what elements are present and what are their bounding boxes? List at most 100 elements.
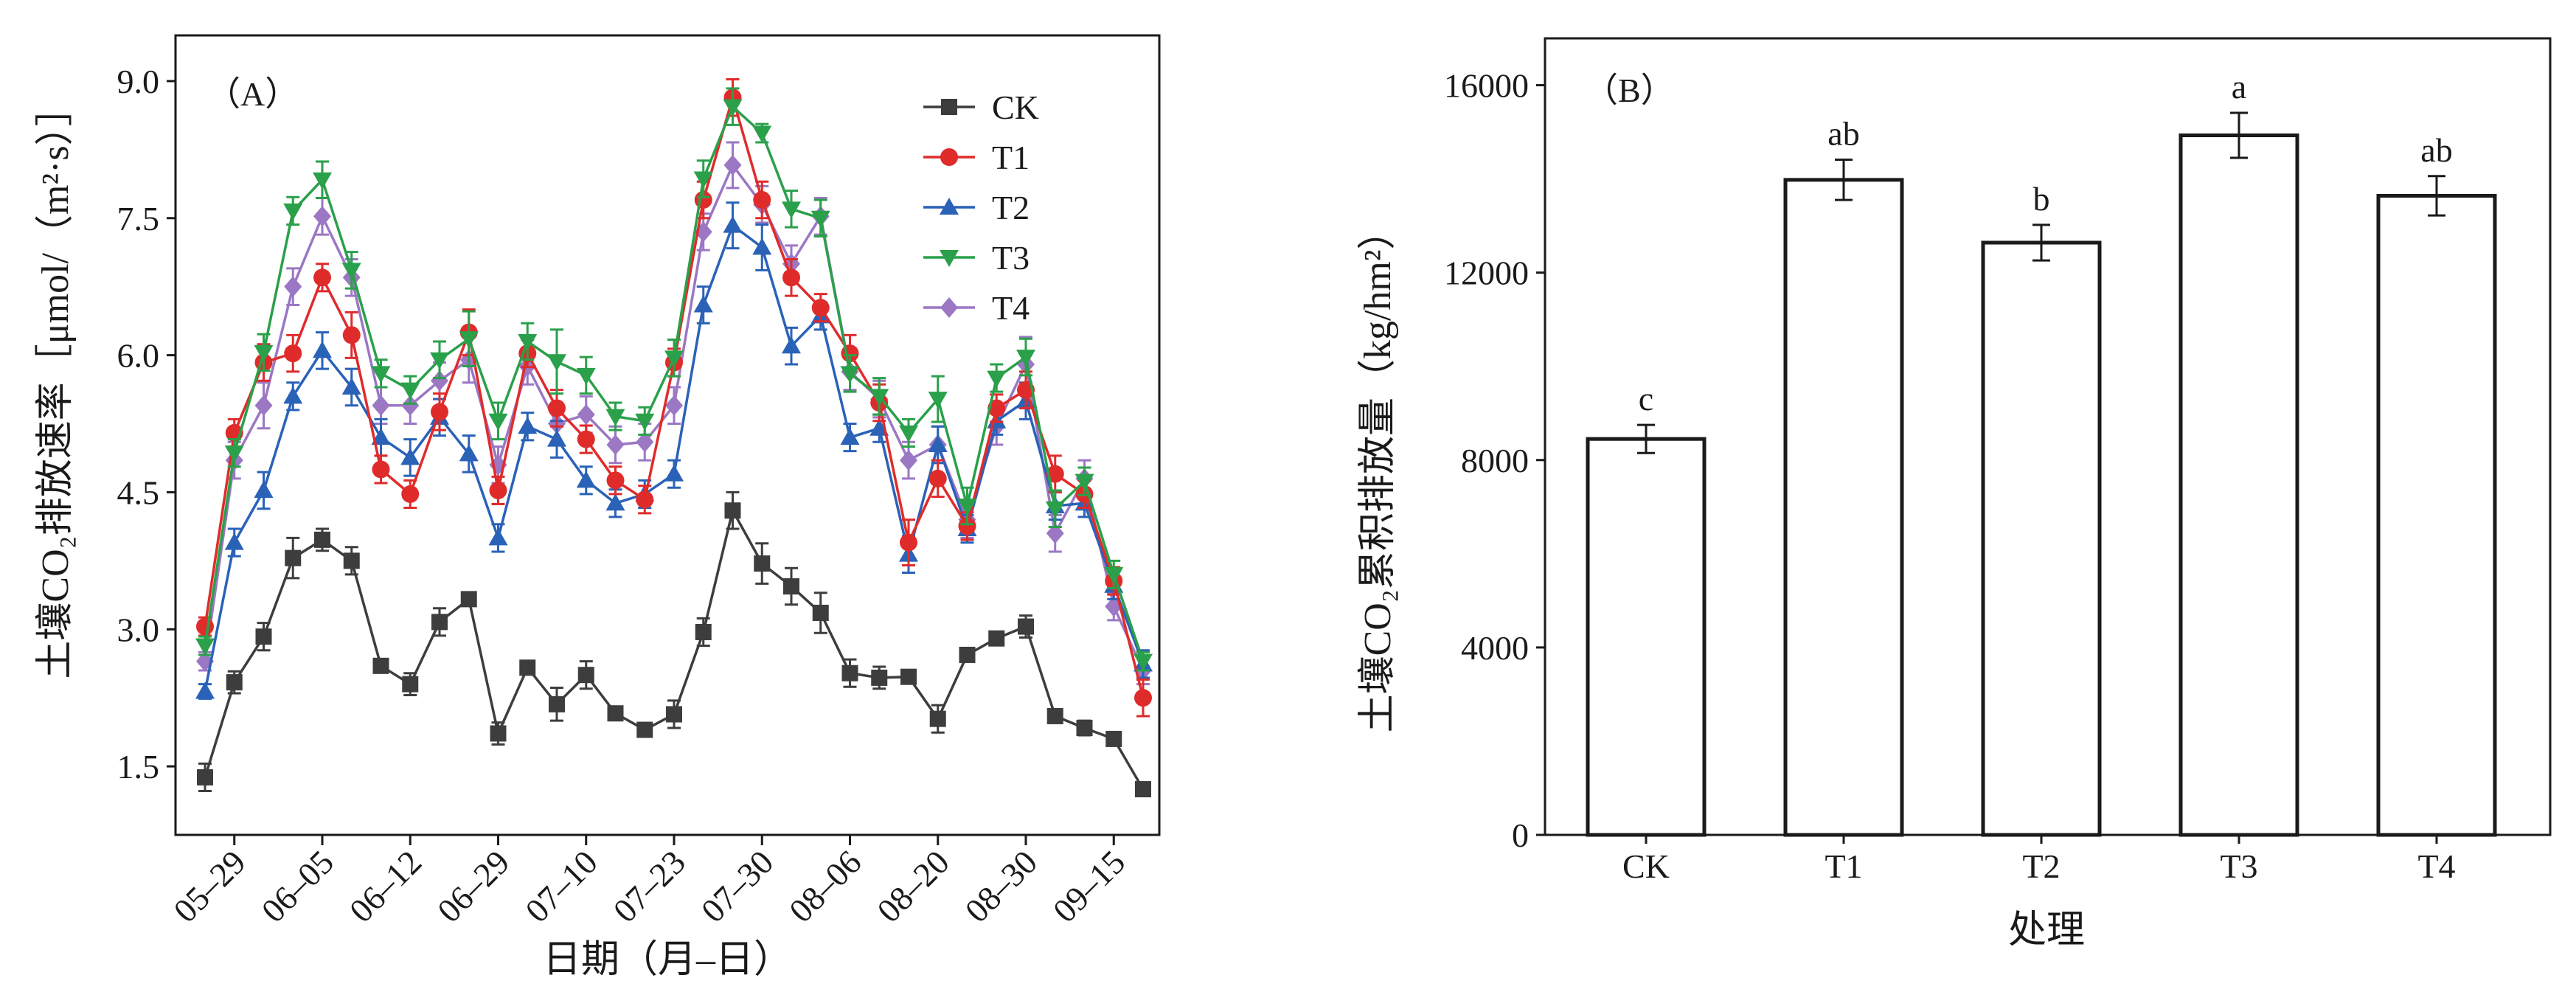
legend-label-t4: T4 [992,289,1030,327]
data-point-t3 [576,367,596,385]
data-point-t3 [430,352,449,370]
data-point-t1 [958,517,976,535]
y-tick-label: 8000 [1461,442,1529,479]
data-point-t3 [693,171,713,189]
x-tick-label: 06–29 [430,843,516,929]
data-point-t1 [928,469,947,488]
bar-t3 [2179,133,2299,837]
data-point-ck [226,674,243,691]
data-point-t3 [899,425,918,443]
data-point-t4 [284,276,302,297]
data-point-t1 [284,344,302,363]
y-tick-label: 4000 [1461,629,1529,667]
data-point-ck [402,676,419,693]
data-point-t3 [459,331,479,349]
data-point-t3 [341,263,361,280]
data-point-t4 [636,431,654,453]
data-point-ck [431,614,448,631]
data-point-ck [959,646,976,663]
data-point-t3 [723,99,743,117]
panel-a-legend: CK T1 T2 T3 T4 [923,89,1039,327]
bar-t2 [1981,240,2102,837]
data-point-t3 [957,499,977,516]
data-point-t2 [224,533,244,550]
data-point-ck [285,549,302,566]
x-tick-label: 08–30 [958,843,1044,929]
data-point-t2 [576,471,596,488]
x-tick-label: 07–23 [606,843,692,929]
series-t2 [195,201,1153,700]
data-point-t3 [488,413,508,431]
data-point-t1 [753,190,771,209]
data-point-t2 [752,237,772,255]
data-point-t2 [195,681,215,699]
x-tick-label: CK [1622,847,1670,885]
panel-b-x-axis-title: 处理 [2008,909,2085,951]
data-point-t2 [254,480,274,498]
data-point-ck [577,667,594,684]
legend-marker-ck [941,99,957,115]
x-tick-label: 07–10 [518,843,604,929]
data-point-t3 [928,392,948,409]
bar-ck [1586,437,1707,837]
data-point-t4 [401,395,420,416]
data-point-t3 [313,172,332,190]
panel-b-bar-chart: （B） 处理 土壤CO₂累积排放量（kg/hm²） 0 4000 8000 12000… [1357,37,2552,951]
data-point-t4 [606,434,625,456]
data-point-t2 [840,428,860,445]
data-point-t3 [1075,473,1094,491]
data-point-t3 [254,344,274,362]
data-point-t3 [840,366,860,384]
data-point-t2 [371,428,391,445]
data-point-t2 [723,215,743,233]
data-point-t3 [224,445,244,463]
data-point-t2 [313,341,332,358]
significance-letter: c [1639,380,1653,417]
data-point-t1 [548,399,566,417]
data-point-t1 [987,399,1006,417]
data-point-ck [197,769,213,785]
data-point-ck [255,628,272,645]
panel-a-line-chart: （A） 日期（月–日） 土壤CO₂排放速率［μmol/（m²·s）］ 1.5 3.… [35,34,1161,981]
data-point-t1 [342,326,361,344]
x-tick-label: T3 [2220,847,2257,885]
data-point-t3 [400,382,420,400]
data-point-ck [1105,730,1122,747]
legend-label-ck: CK [992,89,1039,126]
data-point-t1 [606,471,625,490]
data-point-ck [519,659,536,676]
data-point-t3 [1133,653,1153,671]
legend-marker-t1 [940,148,958,166]
data-point-t1 [401,485,420,503]
x-tick-label: 08–06 [782,843,868,929]
data-point-ck [783,578,799,595]
data-point-t3 [547,354,566,372]
data-point-t2 [488,528,508,546]
data-point-t1 [372,460,390,479]
data-point-t3 [752,125,772,143]
data-point-t4 [431,370,448,392]
data-point-ck [460,591,477,608]
data-point-t4 [723,154,742,176]
data-point-t3 [987,370,1007,388]
data-point-t3 [810,210,830,228]
data-point-t2 [547,429,566,447]
data-point-ck [343,552,360,569]
data-point-ck [988,630,1005,647]
x-tick-label: T4 [2417,847,2455,885]
data-point-t1 [1046,465,1064,483]
x-tick-label: T2 [2022,847,2060,885]
data-point-t4 [372,395,390,416]
legend-marker-t4 [940,297,958,318]
data-point-ck [812,604,829,621]
x-tick-label: 07–30 [694,843,780,929]
bar-t1 [1783,178,1904,837]
panel-a-label: （A） [206,75,299,113]
data-point-ck [754,555,771,572]
data-point-t4 [1046,523,1064,544]
data-point-ck [695,623,712,640]
data-point-t3 [605,409,625,426]
data-point-t4 [665,395,683,416]
data-point-t3 [635,413,655,431]
